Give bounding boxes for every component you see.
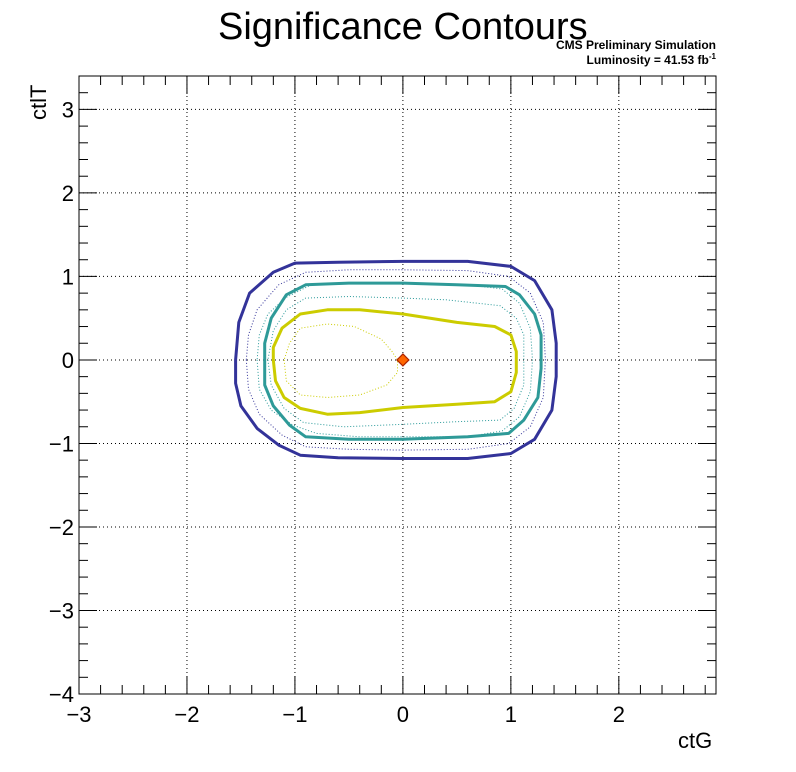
- chart-title: Significance Contours: [218, 6, 588, 48]
- y-tick-label: 3: [62, 97, 74, 122]
- y-tick-label: 2: [62, 181, 74, 206]
- y-tick-label: 1: [62, 264, 74, 289]
- contour-dotted: [245, 269, 546, 451]
- contour-solid: [234, 259, 558, 460]
- x-tick-label: −2: [174, 702, 199, 727]
- best-fit-marker: [396, 353, 410, 367]
- y-tick-label: −1: [49, 431, 74, 456]
- luminosity-exponent: -1: [708, 52, 716, 61]
- y-tick-label: −4: [49, 682, 74, 707]
- x-tick-label: 0: [397, 702, 409, 727]
- luminosity-annotation: Luminosity = 41.53 fb-1: [587, 52, 717, 67]
- contour-dotted: [267, 296, 525, 428]
- x-tick-label: −1: [282, 702, 307, 727]
- luminosity-text: Luminosity = 41.53 fb: [586, 53, 709, 67]
- contour-dotted: [283, 323, 398, 398]
- x-tick-label: −3: [66, 702, 91, 727]
- contour-dotted: [256, 282, 533, 438]
- contour-solid: [263, 281, 543, 441]
- x-tick-label: 2: [613, 702, 625, 727]
- y-tick-label: 0: [62, 348, 74, 373]
- x-tick-label: 1: [505, 702, 517, 727]
- contour-solid: [271, 308, 518, 416]
- cms-annotation: CMS Preliminary Simulation: [555, 38, 716, 52]
- y-tick-label: −3: [49, 598, 74, 623]
- plot-frame: [78, 75, 717, 695]
- x-axis-label: ctG: [678, 728, 713, 753]
- y-tick-label: −2: [49, 515, 74, 540]
